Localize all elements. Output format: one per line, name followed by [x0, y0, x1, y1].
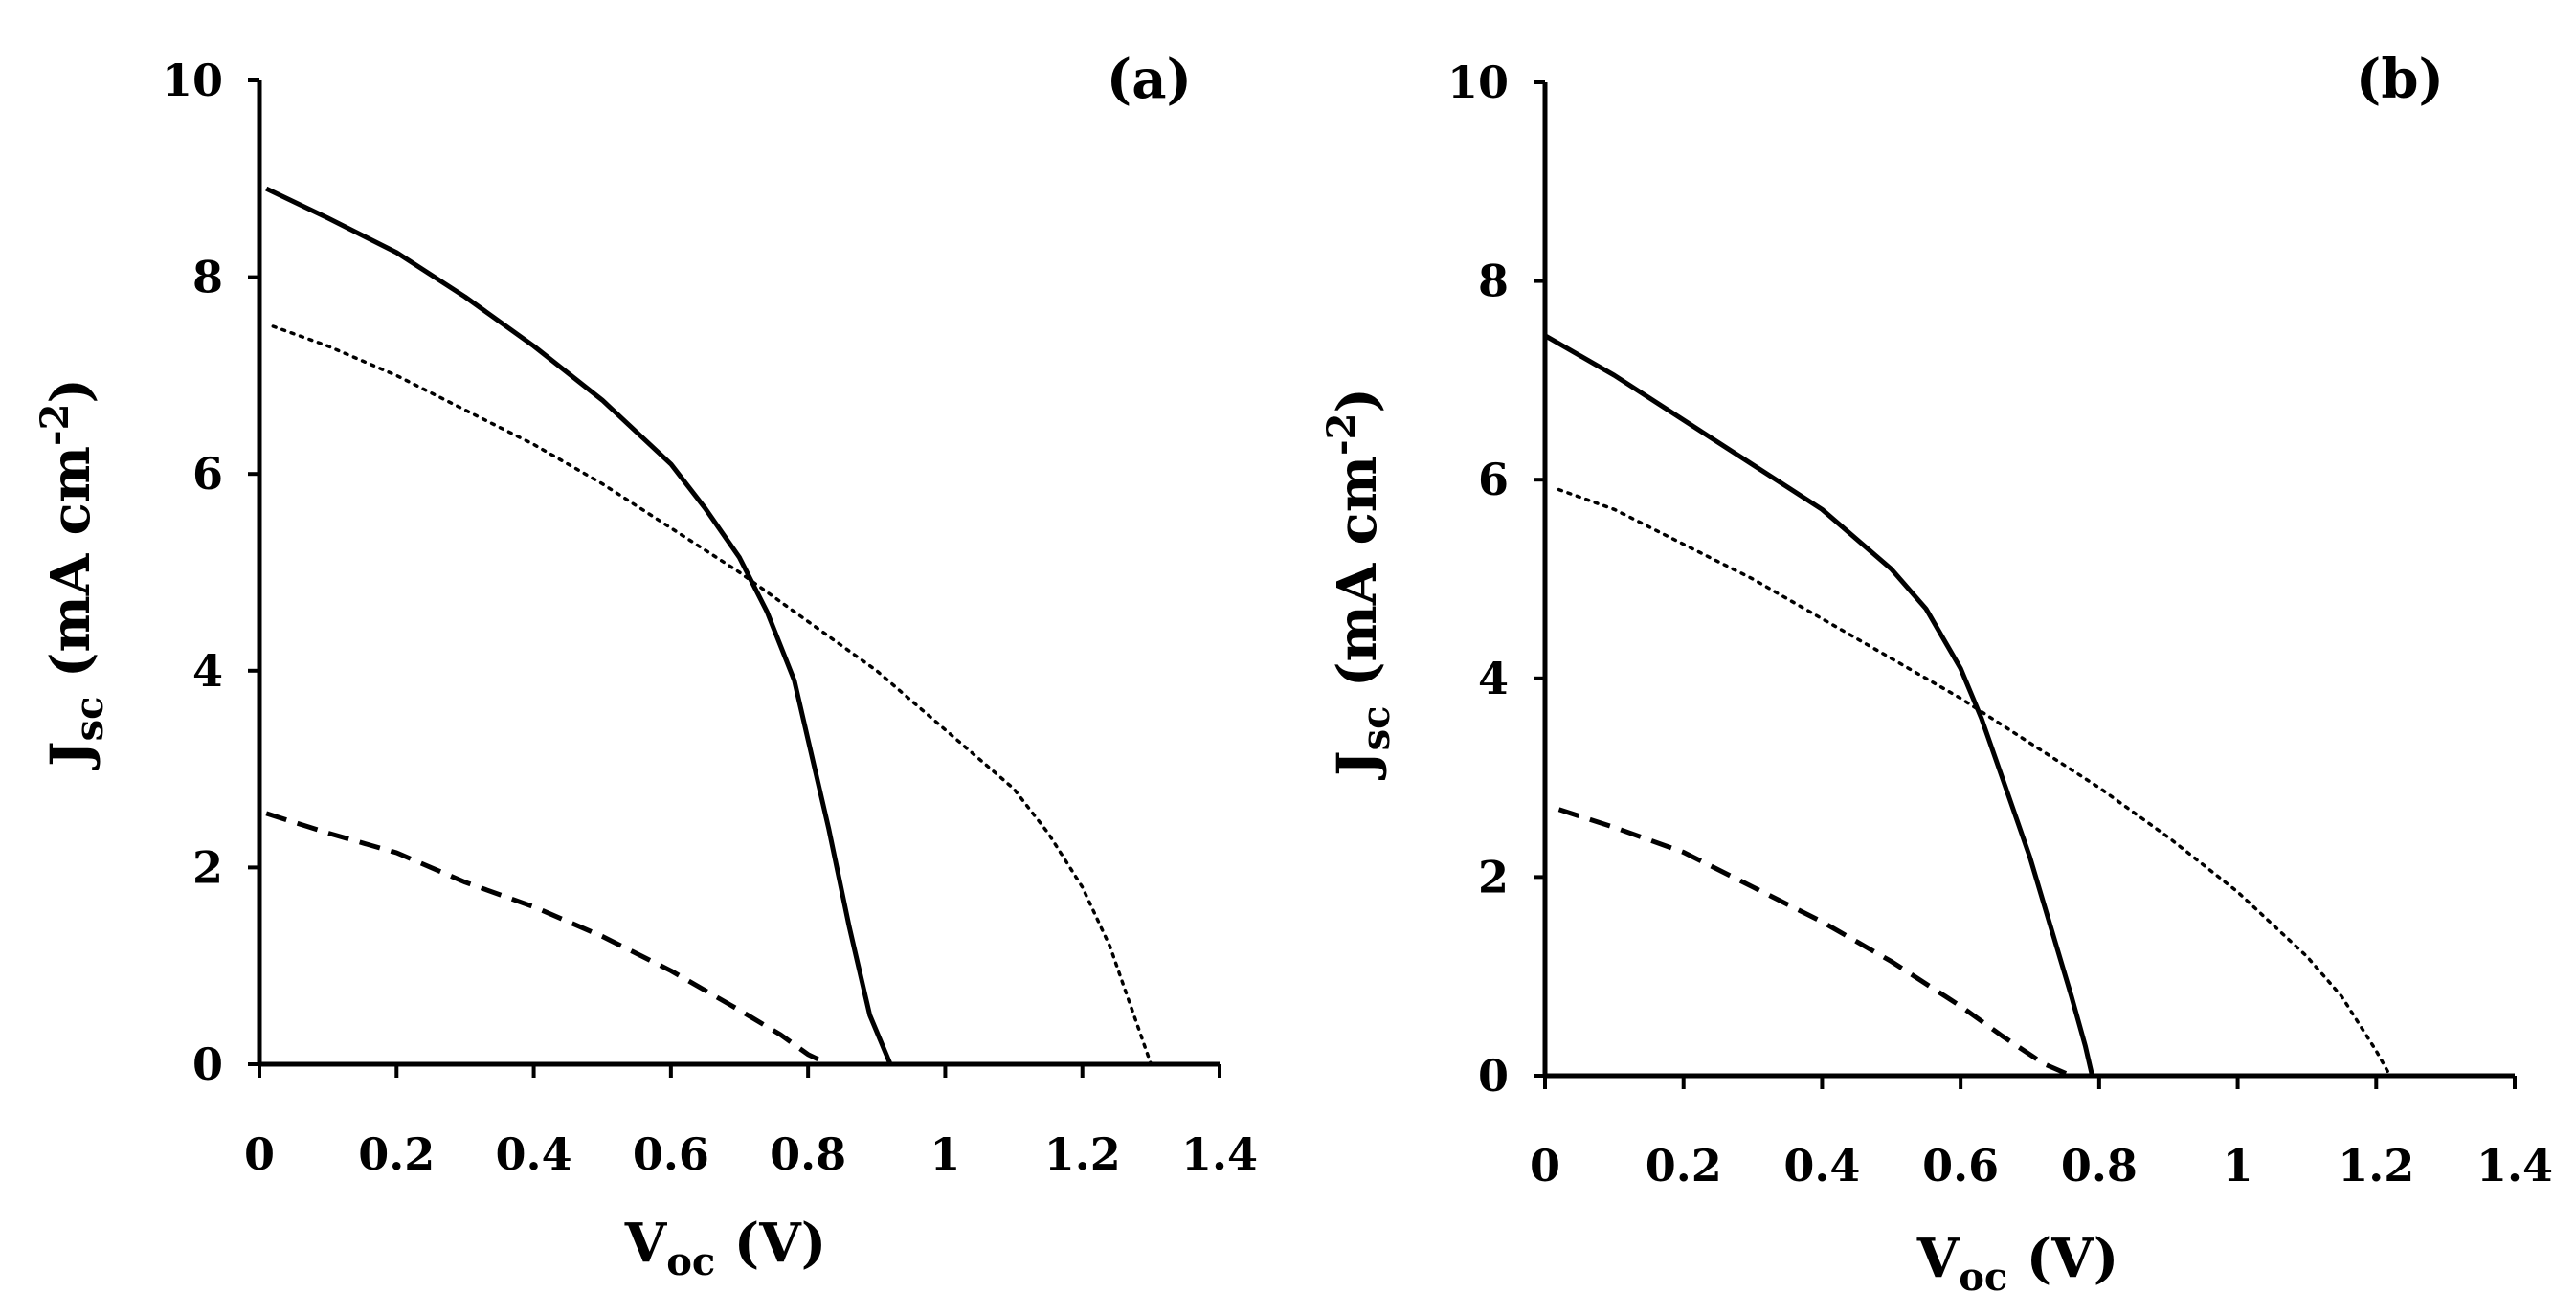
x-tick-label-a-3: 0.6 — [633, 1128, 709, 1180]
y-axis-title-close-b: ) — [1326, 388, 1389, 413]
x-tick-label-a-2: 0.4 — [496, 1128, 572, 1180]
y-tick-label-b-1: 2 — [1478, 851, 1509, 903]
x-axis-title-main-b: V — [1916, 1227, 1960, 1290]
panel-label-b: (b) — [2356, 48, 2444, 111]
series-dashed-line-b — [1557, 807, 2072, 1079]
y-ticks-b: 0 2 4 6 8 10 — [1447, 56, 1545, 1102]
series-dotted-line-a — [271, 324, 1154, 1066]
y-tick-label-b-2: 4 — [1478, 653, 1509, 704]
y-tick-label-b-4: 8 — [1478, 256, 1509, 307]
x-tick-label-b-0: 0 — [1530, 1140, 1560, 1192]
y-axis-title-close-a: ) — [39, 378, 102, 404]
x-tick-label-a-4: 0.8 — [770, 1128, 846, 1180]
series-layer-a — [265, 186, 1154, 1067]
y-tick-label-a-1: 2 — [192, 841, 223, 893]
y-axis-title-main-b: J — [1326, 750, 1389, 781]
y-axis-title-unit-a: (mA cm — [39, 446, 102, 697]
x-ticks-a: 0 0.2 0.4 0.6 0.8 1 1.2 1.4 — [244, 1064, 1258, 1180]
x-axis-title-unit-a: (V) — [715, 1212, 826, 1275]
y-axis-title-sub-b: sc — [1354, 706, 1399, 751]
y-axis-title-sub-a: sc — [67, 697, 112, 742]
y-tick-label-b-0: 0 — [1478, 1050, 1509, 1102]
x-ticks-b: 0 0.2 0.4 0.6 0.8 1 1.2 1.4 — [1530, 1076, 2553, 1192]
panel-label-a: (a) — [1107, 48, 1192, 111]
x-axis-title-main-a: V — [624, 1212, 668, 1275]
y-tick-label-a-2: 4 — [192, 645, 223, 697]
x-axis-title-unit-b: (V) — [2007, 1227, 2118, 1290]
chart-panel-a: 0 2 4 6 8 10 0 0.2 0.4 0.6 0.8 1 1.2 1.4 (a) Voc (V)… — [33, 48, 1258, 1284]
x-tick-label-a-0: 0 — [244, 1128, 275, 1180]
chart-panel-b: 0 2 4 6 8 10 0 0.2 0.4 0.6 0.8 1 1.2 1.4 (b) Voc (V)… — [1319, 48, 2553, 1300]
y-axis-title-unit-b: (mA cm — [1326, 456, 1389, 706]
series-layer-b — [1543, 333, 2392, 1079]
x-axis-title-sub-b: oc — [1959, 1255, 2007, 1300]
x-axis-title-sub-a: oc — [666, 1239, 715, 1284]
x-tick-label-b-2: 0.4 — [1783, 1140, 1860, 1192]
y-axis-title-sup-b: -2 — [1319, 413, 1364, 456]
y-ticks-a: 0 2 4 6 8 10 — [162, 55, 259, 1090]
y-axis-title-main-a: J — [39, 741, 102, 771]
y-axis-title-b: Jsc (mA cm-2) — [1319, 388, 1399, 781]
x-axis-title-a: Voc (V) — [624, 1212, 826, 1284]
x-axis-title-b: Voc (V) — [1916, 1227, 2118, 1300]
x-tick-label-b-7: 1.4 — [2476, 1140, 2553, 1192]
y-tick-label-a-5: 10 — [162, 55, 223, 106]
x-tick-label-b-1: 0.2 — [1646, 1140, 1722, 1192]
series-solid-line-b — [1543, 333, 2095, 1077]
series-dashed-line-a — [265, 811, 830, 1067]
series-solid-line-a — [265, 186, 893, 1065]
y-axis-title-sup-a: -2 — [33, 404, 78, 446]
x-tick-label-b-5: 1 — [2223, 1140, 2253, 1192]
x-tick-label-a-5: 1 — [930, 1128, 960, 1180]
x-tick-label-b-4: 0.8 — [2061, 1140, 2138, 1192]
y-tick-label-b-5: 10 — [1447, 56, 1509, 108]
y-tick-label-a-0: 0 — [192, 1038, 223, 1090]
series-dotted-line-b — [1557, 487, 2392, 1078]
x-tick-label-a-1: 0.2 — [358, 1128, 435, 1180]
x-tick-label-a-6: 1.2 — [1044, 1128, 1121, 1180]
y-tick-label-b-3: 6 — [1478, 454, 1509, 505]
x-tick-label-b-6: 1.2 — [2338, 1140, 2414, 1192]
y-axis-title-a: Jsc (mA cm-2) — [33, 378, 112, 771]
y-tick-label-a-3: 6 — [192, 448, 223, 500]
x-tick-label-a-7: 1.4 — [1181, 1128, 1258, 1180]
y-tick-label-a-4: 8 — [192, 252, 223, 303]
x-tick-label-b-3: 0.6 — [1922, 1140, 1999, 1192]
